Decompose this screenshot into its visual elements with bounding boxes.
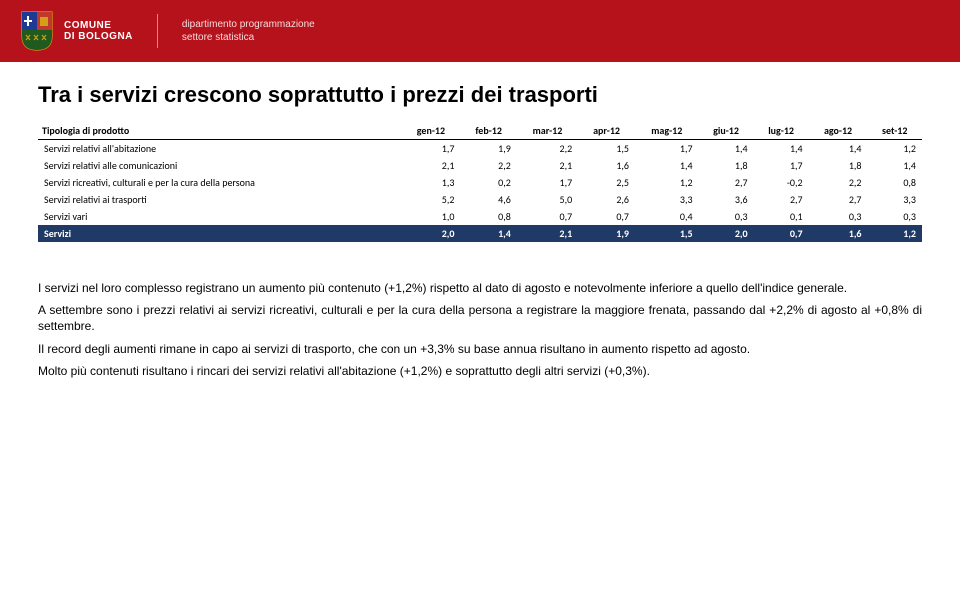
cell-value: 4,6 — [460, 191, 516, 208]
cell-value: 1,5 — [578, 140, 635, 158]
cell-value: 1,7 — [517, 174, 578, 191]
column-header-label: Tipologia di prodotto — [38, 122, 401, 140]
cell-value: 1,3 — [401, 174, 460, 191]
row-label: Servizi — [38, 225, 401, 242]
table-row: Servizi ricreativi, culturali e per la c… — [38, 174, 922, 191]
cell-value: 1,9 — [578, 225, 635, 242]
cell-value: 2,0 — [699, 225, 754, 242]
cell-value: 1,6 — [809, 225, 868, 242]
cell-value: 2,7 — [809, 191, 868, 208]
cell-value: 1,4 — [754, 140, 809, 158]
column-header: mag-12 — [635, 122, 699, 140]
cell-value: 3,6 — [699, 191, 754, 208]
table-row: Servizi relativi all'abitazione1,71,92,2… — [38, 140, 922, 158]
header-bar: COMUNE DI BOLOGNA dipartimento programma… — [0, 0, 960, 62]
cell-value: 1,4 — [868, 157, 923, 174]
cell-value: 1,5 — [635, 225, 699, 242]
dept-line2: settore statistica — [182, 31, 315, 44]
municipality-line1: COMUNE — [64, 20, 133, 31]
cell-value: 1,6 — [578, 157, 635, 174]
cell-value: -0,2 — [754, 174, 809, 191]
paragraph: A settembre sono i prezzi relativi ai se… — [38, 302, 922, 334]
paragraph: I servizi nel loro complesso registrano … — [38, 280, 922, 296]
paragraph: Il record degli aumenti rimane in capo a… — [38, 341, 922, 357]
cell-value: 2,0 — [401, 225, 460, 242]
cell-value: 1,4 — [460, 225, 516, 242]
cell-value: 1,7 — [754, 157, 809, 174]
paragraph: Molto più contenuti risultano i rincari … — [38, 363, 922, 379]
cell-value: 2,1 — [517, 157, 578, 174]
cell-value: 1,8 — [809, 157, 868, 174]
table-row: Servizi relativi ai trasporti5,24,65,02,… — [38, 191, 922, 208]
cell-value: 2,2 — [809, 174, 868, 191]
column-header: ago-12 — [809, 122, 868, 140]
row-label: Servizi vari — [38, 208, 401, 225]
cell-value: 1,7 — [401, 140, 460, 158]
department-name: dipartimento programmazione settore stat… — [182, 18, 315, 44]
cell-value: 1,4 — [635, 157, 699, 174]
column-header: set-12 — [868, 122, 923, 140]
table-row: Servizi vari1,00,80,70,70,40,30,10,30,3 — [38, 208, 922, 225]
page-title: Tra i servizi crescono soprattutto i pre… — [38, 82, 922, 108]
cell-value: 5,2 — [401, 191, 460, 208]
cell-value: 1,2 — [868, 140, 923, 158]
cell-value: 2,5 — [578, 174, 635, 191]
cell-value: 0,8 — [868, 174, 923, 191]
cell-value: 0,7 — [517, 208, 578, 225]
cell-value: 1,2 — [868, 225, 923, 242]
column-header: feb-12 — [460, 122, 516, 140]
column-header: apr-12 — [578, 122, 635, 140]
logo-block: COMUNE DI BOLOGNA dipartimento programma… — [20, 10, 315, 52]
cell-value: 1,9 — [460, 140, 516, 158]
dept-line1: dipartimento programmazione — [182, 18, 315, 31]
table-row: Servizi relativi alle comunicazioni2,12,… — [38, 157, 922, 174]
row-label: Servizi relativi all'abitazione — [38, 140, 401, 158]
cell-value: 0,2 — [460, 174, 516, 191]
cell-value: 0,3 — [868, 208, 923, 225]
cell-value: 3,3 — [635, 191, 699, 208]
table-row: Servizi2,01,42,11,91,52,00,71,61,2 — [38, 225, 922, 242]
column-header: giu-12 — [699, 122, 754, 140]
cell-value: 1,8 — [699, 157, 754, 174]
cell-value: 1,4 — [809, 140, 868, 158]
cell-value: 0,1 — [754, 208, 809, 225]
column-header: lug-12 — [754, 122, 809, 140]
municipality-line2: DI BOLOGNA — [64, 31, 133, 42]
body-text: I servizi nel loro complesso registrano … — [38, 280, 922, 379]
column-header: mar-12 — [517, 122, 578, 140]
content-area: Tra i servizi crescono soprattutto i pre… — [0, 62, 960, 379]
row-label: Servizi relativi ai trasporti — [38, 191, 401, 208]
cell-value: 2,2 — [517, 140, 578, 158]
divider-icon — [157, 14, 158, 48]
coat-of-arms-icon — [20, 10, 54, 52]
cell-value: 1,7 — [635, 140, 699, 158]
cell-value: 1,4 — [699, 140, 754, 158]
services-table: Tipologia di prodottogen-12feb-12mar-12a… — [38, 122, 922, 242]
cell-value: 2,1 — [401, 157, 460, 174]
cell-value: 2,7 — [754, 191, 809, 208]
cell-value: 3,3 — [868, 191, 923, 208]
municipality-name: COMUNE DI BOLOGNA — [64, 20, 133, 42]
cell-value: 0,8 — [460, 208, 516, 225]
cell-value: 0,4 — [635, 208, 699, 225]
row-label: Servizi relativi alle comunicazioni — [38, 157, 401, 174]
cell-value: 0,7 — [754, 225, 809, 242]
cell-value: 0,3 — [699, 208, 754, 225]
column-header: gen-12 — [401, 122, 460, 140]
row-label: Servizi ricreativi, culturali e per la c… — [38, 174, 401, 191]
cell-value: 2,2 — [460, 157, 516, 174]
cell-value: 0,7 — [578, 208, 635, 225]
cell-value: 5,0 — [517, 191, 578, 208]
cell-value: 2,6 — [578, 191, 635, 208]
cell-value: 0,3 — [809, 208, 868, 225]
cell-value: 2,7 — [699, 174, 754, 191]
cell-value: 1,0 — [401, 208, 460, 225]
cell-value: 2,1 — [517, 225, 578, 242]
cell-value: 1,2 — [635, 174, 699, 191]
